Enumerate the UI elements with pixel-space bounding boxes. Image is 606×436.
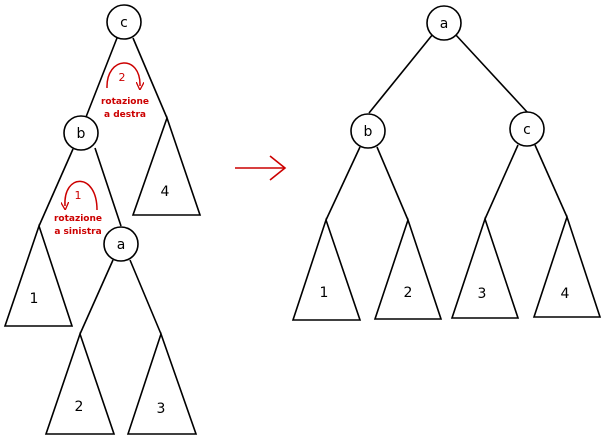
edge-c-b [85,37,118,118]
rotation-right-annotation: 2 rotazione a destra [101,62,149,120]
node-b-left [63,115,99,151]
edge-a-t2 [79,259,114,335]
edge-c-t3 [484,144,519,220]
subtree-2-left [44,331,116,435]
edge-a-b [368,33,434,114]
rotation-left-annotation: 1 rotazione a sinistra [54,180,102,237]
rotation-left-line2: a sinistra [54,227,101,237]
subtree-2-right [373,217,443,320]
right-arrow-icon [235,155,287,181]
subtree-4-right [532,214,602,318]
node-b-right-label: b [364,124,373,140]
node-c-right [509,111,545,147]
node-a-left-label: a [117,237,126,253]
subtree-3-right [450,216,520,319]
rotation-left-arrow-icon [65,180,98,210]
rotation-right-arrow-icon [106,62,140,88]
edge-b-t1 [38,148,74,227]
rotation-left-line1: rotazione [54,214,102,224]
subtree-1-right-label: 1 [320,285,329,301]
edge-a-c [454,33,529,114]
subtree-1-right [291,217,362,321]
edge-c-t4 [534,144,568,218]
subtree-4-left-label: 4 [161,184,170,200]
node-b-left-label: b [77,126,86,142]
subtree-3-left [126,331,198,435]
node-c-left-label: c [120,15,128,31]
node-c-right-label: c [523,122,531,138]
subtree-2-right-label: 2 [404,285,413,301]
node-a-right [426,5,462,41]
edge-b-a [94,147,122,227]
rotation-left-number: 1 [75,189,82,202]
node-a-right-label: a [440,16,449,32]
edge-c-t4 [132,37,168,119]
rotation-right-line2: a destra [104,110,146,120]
subtree-2-left-label: 2 [75,399,84,415]
subtree-1-left-label: 1 [30,291,39,307]
subtree-4-left [131,115,202,216]
edge-b-t1 [325,146,361,221]
node-b-right [350,113,386,149]
subtree-1-left [3,223,74,327]
right-tree [291,5,602,321]
edge-a-t3 [129,259,162,335]
subtree-3-left-label: 3 [157,401,166,417]
subtree-4-right-label: 4 [561,286,570,302]
rotation-right-line1: rotazione [101,97,149,107]
left-tree [3,4,202,435]
rotation-right-number: 2 [119,71,126,84]
node-c-left [106,4,142,40]
node-a-left [103,226,139,262]
subtree-3-right-label: 3 [478,286,487,302]
edge-b-t2 [376,146,409,221]
